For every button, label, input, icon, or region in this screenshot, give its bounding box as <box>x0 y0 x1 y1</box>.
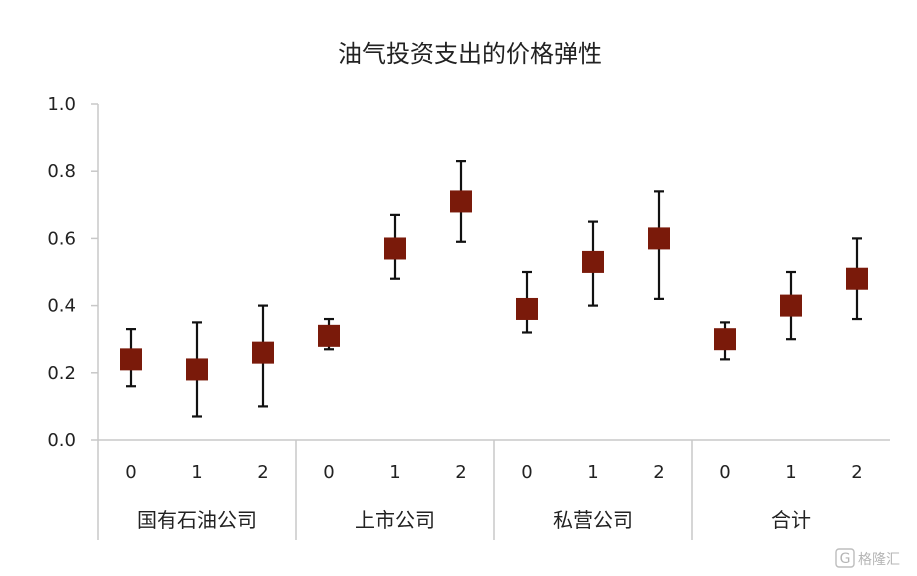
data-point-marker <box>516 297 538 320</box>
y-tick-label: 0.6 <box>47 228 76 249</box>
x-tick-label: 2 <box>455 462 466 483</box>
x-tick-label: 0 <box>125 462 136 483</box>
axes <box>91 103 890 540</box>
x-tick-label: 0 <box>323 462 334 483</box>
x-tick-label: 0 <box>521 462 532 483</box>
y-tick-label: 0.2 <box>47 363 76 384</box>
watermark: G 格隆汇 <box>835 548 900 568</box>
group-label: 合计 <box>771 508 811 532</box>
y-tick-label: 0.4 <box>47 296 76 317</box>
group-labels: 国有石油公司 上市公司 私营公司 合计 <box>137 508 811 532</box>
data-markers <box>120 190 868 381</box>
watermark-text: 格隆汇 <box>858 552 900 568</box>
data-point-marker <box>450 190 472 213</box>
group-label: 私营公司 <box>553 508 633 532</box>
data-point-marker <box>384 237 406 260</box>
x-tick-labels: 0 1 2 0 1 2 0 1 2 0 1 2 <box>125 462 862 483</box>
error-bars <box>126 160 862 418</box>
y-tick-label: 0.8 <box>47 161 76 182</box>
data-point-marker <box>714 328 736 351</box>
chart-title: 油气投资支出的价格弹性 <box>338 40 602 68</box>
watermark-logo-letter: G <box>840 551 851 567</box>
data-point-marker <box>318 324 340 347</box>
y-tick-label: 0.0 <box>47 430 76 451</box>
data-point-marker <box>648 227 670 250</box>
x-tick-label: 2 <box>257 462 268 483</box>
x-tick-label: 2 <box>653 462 664 483</box>
x-tick-label: 0 <box>719 462 730 483</box>
x-tick-label: 1 <box>191 462 202 483</box>
data-point-marker <box>582 250 604 273</box>
x-tick-label: 1 <box>785 462 796 483</box>
x-tick-label: 2 <box>851 462 862 483</box>
y-tick-labels: 0.0 0.2 0.4 0.6 0.8 1.0 <box>47 94 76 451</box>
data-point-marker <box>252 341 274 364</box>
x-tick-label: 1 <box>587 462 598 483</box>
data-point-marker <box>120 348 142 371</box>
x-tick-label: 1 <box>389 462 400 483</box>
group-label: 上市公司 <box>355 508 435 532</box>
y-tick-label: 1.0 <box>47 94 76 115</box>
data-point-marker <box>186 358 208 381</box>
group-label: 国有石油公司 <box>137 508 257 532</box>
data-point-marker <box>780 294 802 317</box>
data-point-marker <box>846 267 868 290</box>
watermark-logo-icon <box>835 548 855 568</box>
